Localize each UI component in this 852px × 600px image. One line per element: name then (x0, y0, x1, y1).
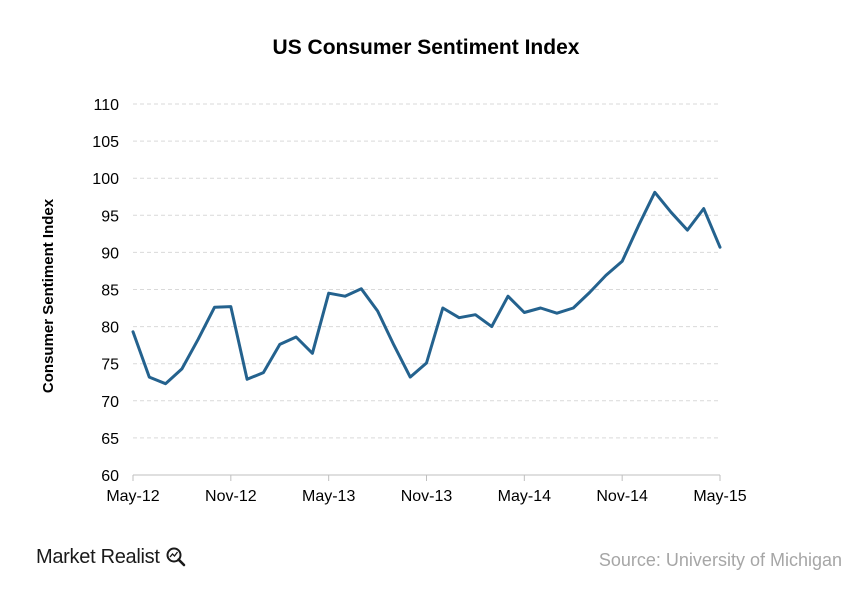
y-tick-label: 65 (101, 431, 119, 448)
source-note: Source: University of Michigan (598, 550, 842, 570)
y-tick-label: 70 (101, 394, 119, 411)
tick-labels: 60 65 70 75 80 85 90 95 100 105 110 May-12 Nov-12 May… (92, 97, 746, 505)
x-tick-label: May-14 (498, 488, 551, 505)
y-tick-label: 80 (101, 320, 119, 337)
x-tick-label: May-13 (302, 488, 355, 505)
magnifier-chart-icon (166, 547, 186, 567)
y-tick-label: 90 (101, 245, 119, 262)
series-layer (131, 190, 722, 386)
axes (132, 474, 721, 481)
x-tick-label: May-12 (106, 488, 159, 505)
chart-title: US Consumer Sentiment Index (272, 36, 580, 59)
y-tick-label: 105 (92, 134, 119, 151)
x-tick-label: May-15 (693, 488, 746, 505)
brand-logo: Market Realist (36, 546, 187, 569)
gridlines (133, 103, 720, 439)
y-tick-label: 60 (101, 468, 119, 485)
x-tick-label: Nov-13 (401, 488, 453, 505)
x-tick-label: Nov-12 (205, 488, 257, 505)
series-line (131, 190, 722, 386)
y-tick-label: 95 (101, 208, 119, 225)
y-tick-label: 100 (92, 171, 119, 188)
x-tick-label: Nov-14 (596, 488, 648, 505)
y-tick-label: 85 (101, 283, 119, 300)
y-tick-label: 75 (101, 357, 119, 374)
logo-text: Market Realist (36, 546, 160, 568)
y-tick-label: 110 (93, 97, 119, 114)
y-axis-label: Consumer Sentiment Index (40, 198, 57, 393)
